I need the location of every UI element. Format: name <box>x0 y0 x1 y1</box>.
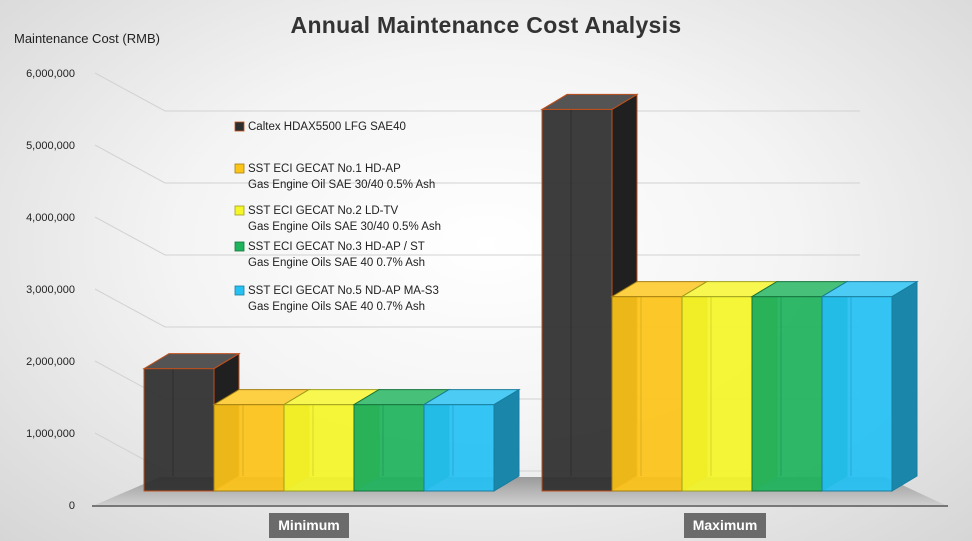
legend-swatch <box>234 205 245 216</box>
legend-entry: SST ECI GECAT No.1 HD-AP Gas Engine Oil S… <box>234 163 435 191</box>
bar-front-face <box>213 404 285 492</box>
legend-swatch <box>234 163 245 174</box>
legend-swatch <box>234 285 245 296</box>
bar-front-face <box>751 296 823 492</box>
y-axis-label: Maintenance Cost (RMB) <box>14 31 160 46</box>
bar-front-face <box>821 296 893 492</box>
y-tick-label: 6,000,000 <box>26 68 75 80</box>
legend-swatch <box>234 121 245 132</box>
bar-top-face <box>540 93 639 110</box>
bar-front-face <box>423 404 495 492</box>
y-tick-label: 5,000,000 <box>26 140 75 152</box>
bar-front-face <box>611 296 683 492</box>
bar-side-face <box>891 280 918 492</box>
y-tick-label: 2,000,000 <box>26 356 75 368</box>
legend-label: Gas Engine Oils SAE 30/40 0.5% Ash <box>248 221 441 233</box>
category-label-box <box>684 513 766 538</box>
legend-label: SST ECI GECAT No.5 ND-AP MA-S3 <box>248 285 439 297</box>
bar <box>820 280 919 492</box>
gridline <box>94 72 860 112</box>
chart-title: Annual Maintenance Cost Analysis <box>291 12 682 38</box>
legend-label: Gas Engine Oils SAE 40 0.7% Ash <box>248 257 425 269</box>
bar-side-face <box>493 388 520 492</box>
y-tick-label: 3,000,000 <box>26 284 75 296</box>
legend-entry: SST ECI GECAT No.2 LD-TV Gas Engine Oils … <box>234 205 441 233</box>
gridline <box>94 144 860 184</box>
bar-top-face <box>422 389 521 406</box>
y-tick-label: 4,000,000 <box>26 212 75 224</box>
category-label-text: Minimum <box>278 517 339 533</box>
category-label: Maximum <box>684 513 766 538</box>
legend-entry: Caltex HDAX5500 LFG SAE40 <box>234 121 406 133</box>
legend-entry: SST ECI GECAT No.5 ND-AP MA-S3 Gas Engine… <box>234 285 439 313</box>
legend-label: Caltex HDAX5500 LFG SAE40 <box>248 121 406 133</box>
bar-front-face <box>681 296 753 492</box>
legend-label: Gas Engine Oils SAE 40 0.7% Ash <box>248 301 425 313</box>
legend-label: SST ECI GECAT No.2 LD-TV <box>248 205 399 217</box>
y-tick-label: 0 <box>69 500 75 512</box>
category-label-text: Maximum <box>693 517 758 533</box>
gridline <box>94 216 860 256</box>
legend-label: SST ECI GECAT No.3 HD-AP / ST <box>248 241 425 253</box>
legend-entry: SST ECI GECAT No.3 HD-AP / ST Gas Engine … <box>234 241 425 269</box>
category-label: Minimum <box>269 513 349 538</box>
legend-swatch <box>234 241 245 252</box>
bar <box>142 352 241 492</box>
bar-front-face <box>541 108 613 492</box>
legend-label: SST ECI GECAT No.1 HD-AP <box>248 163 401 175</box>
bar-front-face <box>283 404 355 492</box>
legend-label: Gas Engine Oil SAE 30/40 0.5% Ash <box>248 179 435 191</box>
category-label-box <box>269 513 349 538</box>
bar-top-face <box>142 353 241 370</box>
bar-front-face <box>353 404 425 492</box>
bar-front-face <box>143 368 215 492</box>
y-tick-label: 1,000,000 <box>26 428 75 440</box>
bar <box>422 388 521 492</box>
bar-top-face <box>820 281 919 298</box>
